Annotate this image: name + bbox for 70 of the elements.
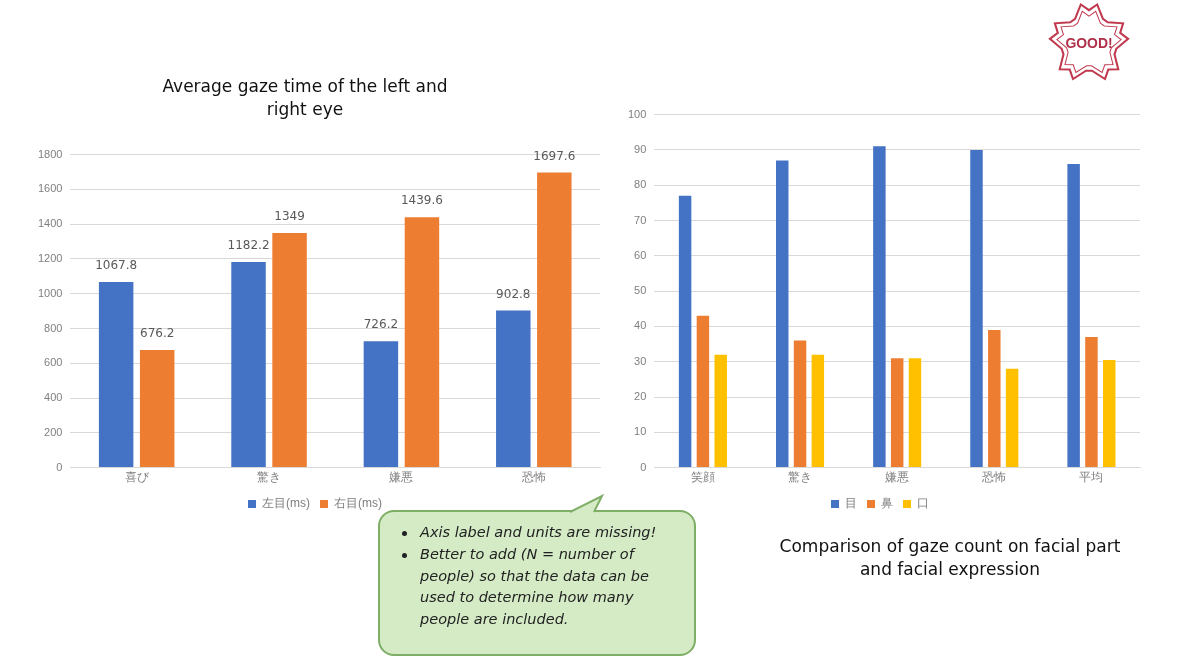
data-label: 902.8 bbox=[496, 286, 531, 301]
bar bbox=[1103, 359, 1116, 468]
legend-label: 鼻 bbox=[881, 496, 893, 511]
data-label: 1439.6 bbox=[400, 193, 443, 208]
y-tick-label: 1400 bbox=[37, 217, 63, 230]
bar bbox=[988, 329, 1001, 468]
x-tick-label: 恐怖 bbox=[520, 470, 546, 485]
chart-title: Average gaze time of the left and right eye bbox=[161, 75, 449, 121]
bar bbox=[908, 358, 922, 468]
y-tick-label: 800 bbox=[44, 321, 63, 334]
bar bbox=[890, 358, 904, 468]
x-tick-label: 恐怖 bbox=[981, 470, 1007, 485]
y-tick-label: 30 bbox=[634, 354, 647, 367]
bar bbox=[811, 354, 825, 468]
text: Comparison of gaze count on facial part and facial expression bbox=[778, 535, 1122, 581]
bar bbox=[793, 340, 807, 468]
bar bbox=[1005, 368, 1019, 468]
bar bbox=[873, 146, 886, 468]
bar bbox=[98, 281, 134, 468]
data-label: 1067.8 bbox=[95, 258, 138, 273]
y-tick-label: 600 bbox=[44, 356, 63, 369]
y-tick-label: 10 bbox=[634, 425, 647, 438]
y-tick-label: 400 bbox=[44, 391, 63, 404]
y-tick-label: 50 bbox=[634, 284, 647, 297]
y-tick-label: 1800 bbox=[37, 147, 63, 160]
x-tick-label: 嫌悪 bbox=[389, 470, 414, 485]
legend-label: 口 bbox=[917, 496, 929, 511]
bar bbox=[1067, 164, 1080, 468]
x-tick-label: 平均 bbox=[1079, 470, 1104, 485]
y-tick-label: 0 bbox=[56, 460, 63, 473]
bar bbox=[272, 233, 307, 468]
bar bbox=[404, 217, 440, 468]
bar bbox=[1085, 336, 1098, 468]
y-tick-label: 90 bbox=[634, 142, 647, 155]
y-tick-label: 20 bbox=[634, 390, 647, 403]
y-tick-label: 40 bbox=[634, 319, 647, 332]
y-tick-label: 80 bbox=[634, 178, 647, 191]
data-label: 726.2 bbox=[363, 317, 399, 332]
x-tick-label: 嫌悪 bbox=[885, 470, 910, 485]
y-tick-label: 1200 bbox=[37, 251, 63, 264]
y-tick-label: 100 bbox=[627, 107, 647, 120]
legend-label: 目 bbox=[845, 496, 857, 511]
data-label: 676.2 bbox=[140, 326, 175, 341]
bar bbox=[496, 310, 531, 468]
bar bbox=[678, 195, 692, 468]
bar bbox=[714, 354, 727, 468]
y-tick-label: 70 bbox=[634, 213, 647, 226]
bar bbox=[139, 350, 175, 468]
bar bbox=[776, 160, 789, 468]
x-tick-label: 驚き bbox=[257, 470, 282, 485]
bar bbox=[231, 262, 266, 468]
bar bbox=[696, 315, 710, 468]
y-tick-label: 200 bbox=[44, 425, 63, 438]
y-tick-label: 0 bbox=[640, 460, 647, 473]
bar bbox=[970, 149, 983, 468]
y-tick-label: 1000 bbox=[37, 286, 63, 299]
legend-label: 右目(ms) bbox=[334, 496, 382, 511]
flower-stamp-icon: GOOD! bbox=[1048, 2, 1130, 84]
bar bbox=[363, 341, 399, 468]
bar bbox=[537, 172, 572, 468]
data-label: 1349 bbox=[274, 209, 305, 224]
y-tick-label: 60 bbox=[634, 248, 647, 261]
data-label: 1697.6 bbox=[533, 148, 576, 163]
x-tick-label: 喜び bbox=[124, 470, 150, 485]
y-tick-label: 1600 bbox=[37, 182, 63, 195]
x-tick-label: 驚き bbox=[788, 470, 813, 485]
legend-label: 左目(ms) bbox=[262, 496, 311, 511]
data-label: 1182.2 bbox=[227, 238, 270, 253]
x-tick-label: 笑顔 bbox=[690, 470, 715, 485]
speech-bubble: Axis label and units are missing! Better to add (N = number of people) so that the data can be used to determine how many people are included. bbox=[378, 510, 696, 656]
